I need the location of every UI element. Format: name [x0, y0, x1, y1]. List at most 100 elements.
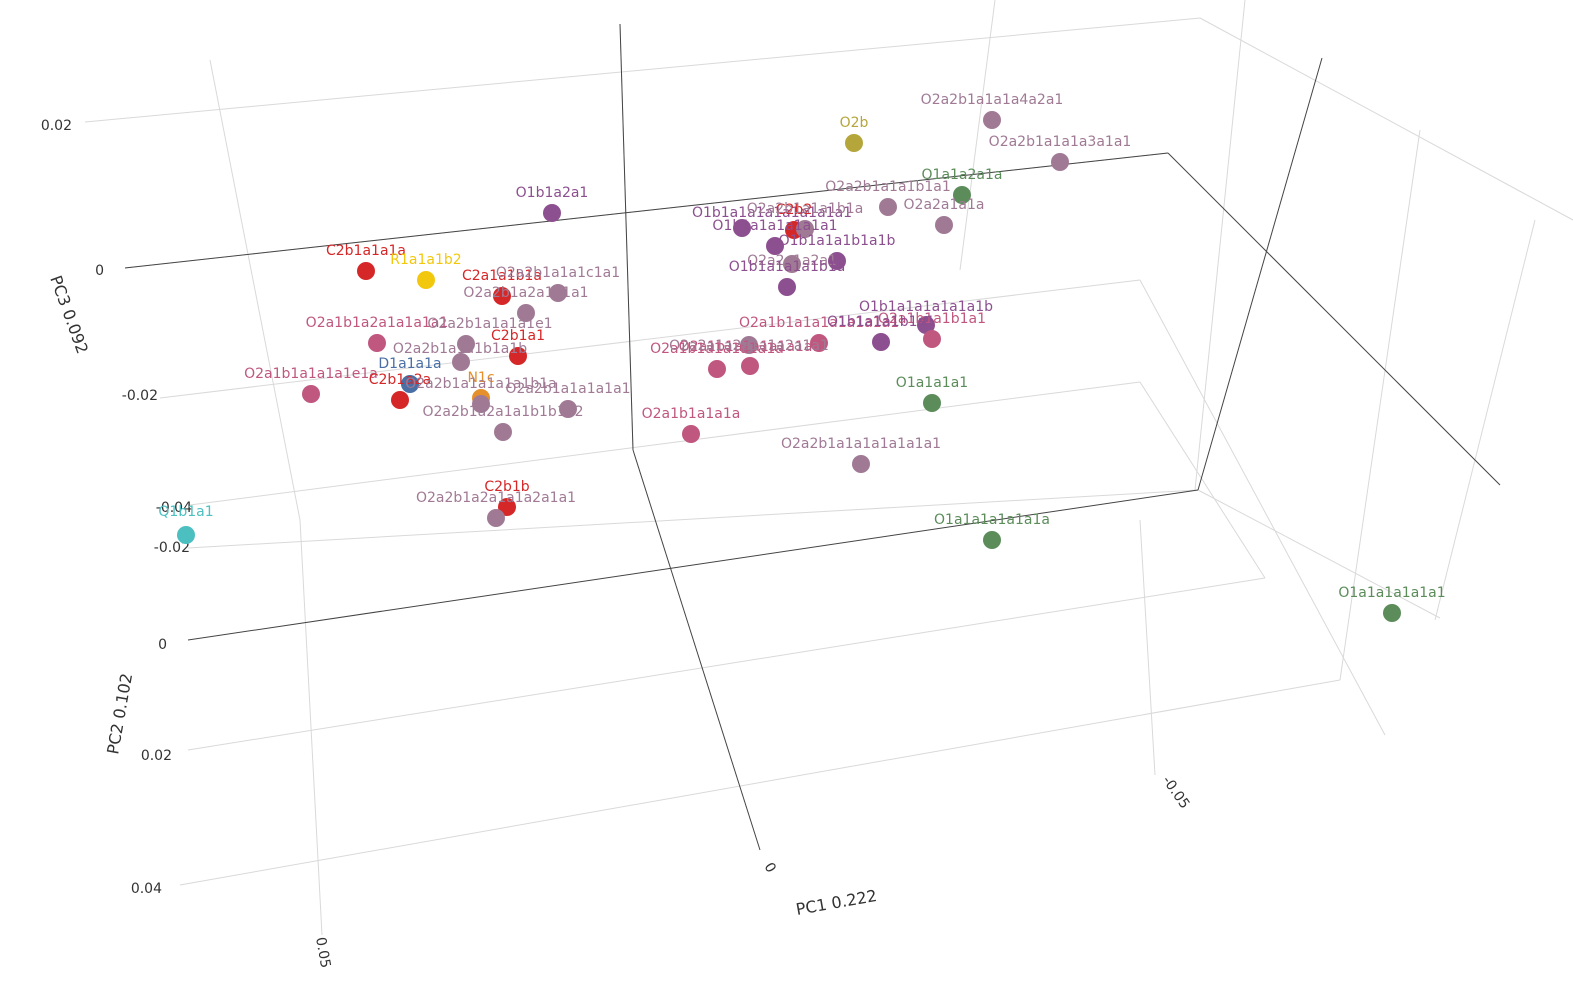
pc1-tick: -0.05 [1159, 773, 1193, 812]
point-label: D1a1a1a [378, 356, 441, 372]
point-label: R1a1a1b2 [390, 252, 461, 268]
data-point[interactable] [872, 333, 890, 351]
data-point[interactable] [778, 278, 796, 296]
data-point[interactable] [741, 357, 759, 375]
points-layer [177, 111, 1401, 622]
pc3-tick: -0.04 [156, 500, 192, 516]
point-label: O1b1a2a1 [516, 185, 589, 201]
data-point[interactable] [494, 423, 512, 441]
point-label: O2a2a1a2a1 [747, 253, 837, 269]
data-point[interactable] [559, 400, 577, 418]
point-label: O2a2b1a1a1a1a1a1a1 [781, 436, 941, 452]
data-point[interactable] [1051, 153, 1069, 171]
pc2-tick: 0.02 [141, 748, 172, 764]
point-label: O2a2b1a2a1a1a2a1a1 [416, 490, 576, 506]
data-point[interactable] [391, 391, 409, 409]
point-label: C2b1a2a [369, 372, 432, 388]
point-label: N1c [467, 370, 494, 386]
data-point[interactable] [766, 237, 784, 255]
pc3-tick: 0.02 [41, 118, 72, 134]
point-label: O2a1b1a1a1a1a1a1 [679, 339, 822, 355]
point-label: O2a1b1a1a1a1a1a1a1 [739, 315, 899, 331]
data-point[interactable] [810, 334, 828, 352]
point-label: C2b2 [776, 202, 812, 218]
data-point[interactable] [682, 425, 700, 443]
data-point[interactable] [543, 204, 561, 222]
pc1-tick: 0 [761, 860, 779, 876]
point-label: O2a2b1a2a1a1a1 [463, 285, 588, 301]
point-label: O1b1a1a1a1a1a1b [859, 299, 993, 315]
point-label: O2a2b1a2a1a1b1b1b2 [422, 404, 583, 420]
point-label: O2a2b1a1a1b1a1b [393, 341, 527, 357]
point-label: O2a1b1a1a1a1a1a [650, 341, 784, 357]
pc2-tick: -0.02 [154, 540, 190, 556]
point-label: O2a1b1a1a1a [642, 406, 741, 422]
data-point[interactable] [923, 330, 941, 348]
point-label: O1b1a1a1b1a1 [827, 314, 935, 330]
point-label: O1b1a1a1a1a1a1 [712, 218, 837, 234]
data-point[interactable] [953, 186, 971, 204]
data-point[interactable] [368, 334, 386, 352]
data-point[interactable] [302, 385, 320, 403]
data-point[interactable] [983, 531, 1001, 549]
labels-layer: O2a2b1a1a1a4a2a1 O2b O2a2b1a1a1a3a1a1 O1a1a… [158, 92, 1445, 601]
point-label: O2a2b1a1a1a1a1b1a [405, 376, 557, 392]
data-point[interactable] [733, 219, 751, 237]
point-label: O2a2b1a1a1a1e1 [427, 316, 552, 332]
point-label: C2a1a1b1a [462, 268, 542, 284]
point-label: O1a1a1a1a1a1 [1338, 585, 1445, 601]
data-point[interactable] [935, 216, 953, 234]
point-label: O1b1a1a1b1a1b [779, 233, 896, 249]
data-point[interactable] [472, 395, 490, 413]
pc2-tick: 0.04 [131, 881, 162, 897]
data-point[interactable] [509, 347, 527, 365]
floor-grid [179, 489, 1341, 936]
pc3-axis-title: PC3 0.092 [46, 273, 92, 356]
data-point[interactable] [923, 394, 941, 412]
data-point[interactable] [917, 316, 935, 334]
data-point[interactable] [845, 134, 863, 152]
data-point[interactable] [740, 336, 758, 354]
point-label: C2b1a1 [491, 328, 545, 344]
data-point[interactable] [549, 284, 567, 302]
point-label: O2a2a1a1a [904, 197, 985, 213]
pc1-axis-title: PC1 0.222 [794, 886, 878, 919]
point-label: O2a2b1a1a1a4a2a1 [921, 92, 1064, 108]
point-label: O2a2b1a1a1b1a1 [825, 179, 950, 195]
pc3-tick: -0.02 [122, 388, 158, 404]
data-point[interactable] [796, 220, 814, 238]
data-point[interactable] [177, 526, 195, 544]
pc2-axis-title: PC2 0.102 [103, 672, 136, 756]
point-label: O1a1a2a1a [922, 167, 1003, 183]
point-label: O2a2a1a2a1a1a2a1a1 [669, 338, 829, 354]
data-point[interactable] [498, 498, 516, 516]
data-point[interactable] [828, 252, 846, 270]
data-point[interactable] [452, 353, 470, 371]
back-wall-grid [84, 0, 1201, 521]
pc3-ticks: 0.02 0 -0.02 -0.04 [41, 118, 192, 516]
data-point[interactable] [783, 255, 801, 273]
pc3-tick: 0 [95, 263, 104, 279]
data-point[interactable] [487, 509, 505, 527]
data-point[interactable] [493, 287, 511, 305]
data-point[interactable] [983, 111, 1001, 129]
data-point[interactable] [417, 271, 435, 289]
point-label: O2a2b1a1a1c1a1 [496, 265, 620, 281]
point-label: O2b [840, 115, 869, 131]
point-label: O2a2b1a1a1a1a1 [505, 381, 630, 397]
data-point[interactable] [517, 304, 535, 322]
data-point[interactable] [879, 198, 897, 216]
data-point[interactable] [708, 360, 726, 378]
data-point[interactable] [401, 375, 419, 393]
point-label: O2a2b1a1a1b1a [747, 201, 864, 217]
point-label: C2b1b [484, 479, 529, 495]
pc1-tick: 0.05 [312, 936, 333, 969]
data-point[interactable] [1383, 604, 1401, 622]
data-point[interactable] [357, 262, 375, 280]
point-label: O1a1a1a1a1a1a [934, 512, 1050, 528]
point-label: O1b1a1a1a1a1a1a1a1 [692, 205, 852, 221]
right-wall-grid [1139, 0, 1573, 736]
data-point[interactable] [457, 335, 475, 353]
data-point[interactable] [852, 455, 870, 473]
